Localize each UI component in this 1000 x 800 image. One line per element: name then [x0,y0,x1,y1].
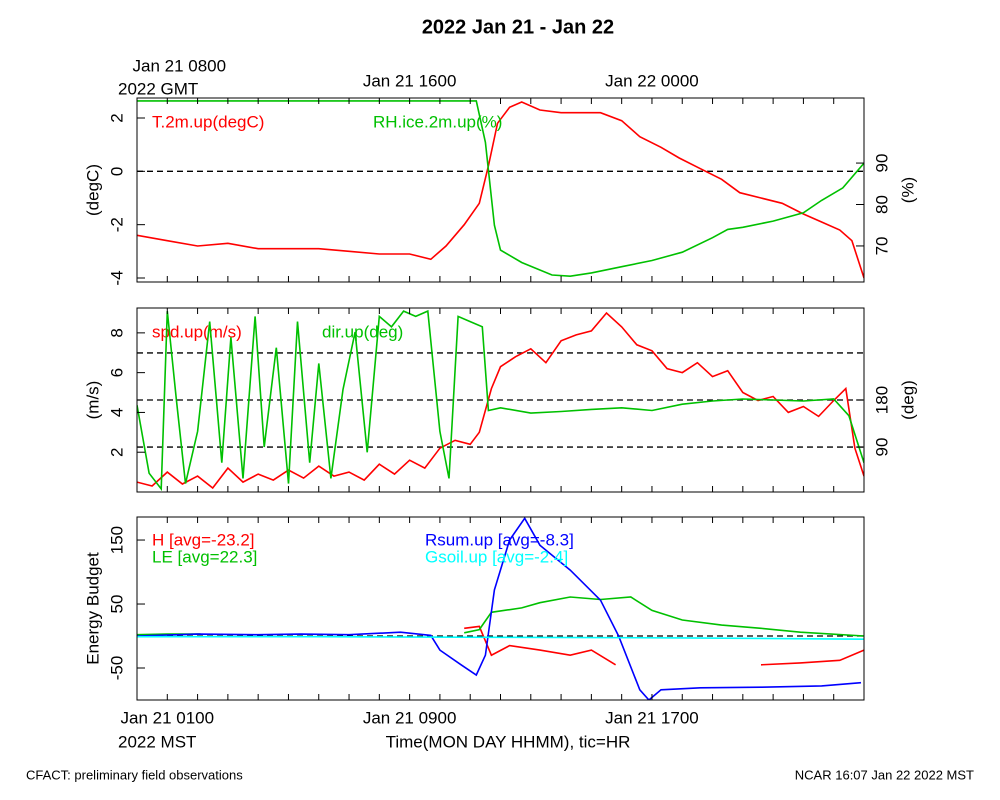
x2-tick-label: Jan 21 1600 [363,71,457,90]
y-axis-label: (degC) [83,164,102,216]
series-line [137,635,864,640]
legend-label: RH.ice.2m.up(%) [373,112,502,131]
y-tick-label: 0 [107,167,126,176]
chart-title: 2022 Jan 21 - Jan 22 [422,16,614,38]
x-tick-label: Jan 21 0900 [363,708,457,727]
footer-left: CFACT: preliminary field observations [26,767,243,782]
legend-label: Gsoil.up [avg=-2.4] [425,547,568,566]
y-tick-label: 2 [107,113,126,122]
legend-label: Rsum.up [avg=-8.3] [425,530,574,549]
y-axis-label: (m/s) [83,381,102,420]
y2-tick-label: 80 [872,195,891,214]
y-tick-label: -4 [107,270,126,285]
y-tick-label: 50 [107,595,126,614]
legend-label: T.2m.up(degC) [152,112,264,131]
series-line [137,311,864,490]
x2-sublabel: 2022 GMT [118,79,198,98]
series-line [137,101,864,279]
y2-tick-label: 180 [872,386,891,414]
y-tick-label: 4 [107,408,126,417]
y-tick-label: 2 [107,447,126,456]
x-axis-label: Time(MON DAY HHMM), tic=HR [386,732,631,751]
y-tick-label: 8 [107,328,126,337]
x-sublabel: 2022 MST [118,732,196,751]
x-tick-label: Jan 21 1700 [605,708,699,727]
y2-axis-label: (%) [898,177,917,203]
series-line [137,517,862,700]
x2-tick-label: Jan 21 0800 [132,56,226,75]
y2-tick-label: 70 [872,236,891,255]
y2-tick-label: 90 [872,154,891,173]
legend-label: H [avg=-23.2] [152,530,255,549]
y-tick-label: 150 [107,526,126,554]
y2-axis-label: (deg) [898,380,917,420]
x-tick-label: Jan 21 0100 [120,708,214,727]
series-line [464,625,864,666]
legend-label: spd.up(m/s) [152,322,242,341]
legend-label: dir.up(deg) [322,322,403,341]
series-line [137,309,864,492]
legend-label: LE [avg=22.3] [152,547,257,566]
y2-tick-label: 90 [872,438,891,457]
series-line [137,596,864,637]
y-tick-label: -2 [107,217,126,232]
footer-right: NCAR 16:07 Jan 22 2022 MST [795,767,974,782]
y-tick-label: 6 [107,368,126,377]
x2-tick-label: Jan 22 0000 [605,71,699,90]
y-axis-label: Energy Budget [83,552,102,665]
y-tick-label: -50 [107,656,126,681]
